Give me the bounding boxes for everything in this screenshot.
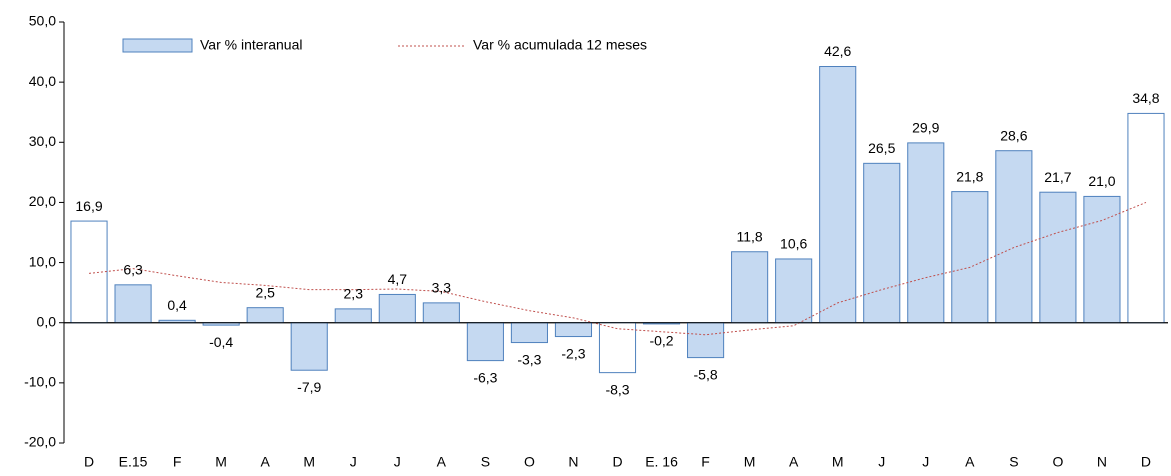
line	[88, 201, 1147, 336]
legend-swatch	[122, 38, 193, 53]
x-tick-label: N	[1097, 454, 1107, 470]
bar	[951, 191, 989, 324]
x-tick-label: M	[744, 454, 756, 470]
x-tick-label: S	[481, 454, 490, 470]
bar	[687, 322, 725, 359]
bar	[334, 308, 372, 324]
data-label: -7,9	[297, 379, 321, 395]
data-label: 0,4	[167, 297, 187, 313]
bar	[863, 162, 901, 324]
bar	[114, 284, 152, 324]
bar	[1083, 195, 1121, 324]
data-label: 21,7	[1044, 169, 1071, 185]
data-label: 2,5	[255, 284, 275, 300]
x-tick-label: D	[1141, 454, 1151, 470]
x-tick-label: D	[84, 454, 94, 470]
bar	[995, 150, 1033, 324]
data-label: -6,3	[473, 369, 497, 385]
data-label: -2,3	[561, 345, 585, 361]
data-label: 21,8	[956, 168, 983, 184]
legend-label: Var % interanual	[200, 37, 302, 53]
bar	[422, 302, 460, 324]
x-tick-label: E. 16	[645, 454, 678, 470]
data-label: -0,4	[209, 334, 233, 350]
x-tick-label: O	[1052, 454, 1063, 470]
y-tick-label: -10,0	[24, 374, 56, 390]
data-label: 6,3	[123, 262, 143, 278]
data-label: 3,3	[432, 280, 452, 296]
bar	[554, 322, 593, 338]
bar	[246, 307, 284, 324]
x-tick-label: A	[261, 454, 271, 470]
bar	[510, 322, 548, 344]
bar	[775, 258, 813, 324]
x-tick-label: J	[878, 454, 885, 470]
y-tick-label: 10,0	[29, 253, 56, 269]
x-tick-label: M	[215, 454, 227, 470]
x-tick-label: A	[965, 454, 975, 470]
x-tick-label: J	[394, 454, 401, 470]
y-tick-label: 20,0	[29, 193, 56, 209]
y-tick-label: 40,0	[29, 73, 56, 89]
bar	[466, 322, 504, 362]
data-label: 4,7	[388, 271, 408, 287]
bar	[378, 293, 416, 324]
y-tick-label: 30,0	[29, 133, 56, 149]
data-label: -8,3	[605, 381, 629, 397]
x-tick-label: J	[922, 454, 929, 470]
x-tick-label: F	[701, 454, 710, 470]
data-label: -0,2	[649, 333, 673, 349]
data-label: -5,8	[694, 366, 718, 382]
y-tick-label: 50,0	[29, 13, 56, 29]
y-tick-label: 0,0	[37, 313, 57, 329]
data-label: 42,6	[824, 43, 851, 59]
x-tick-label: N	[568, 454, 578, 470]
data-label: 29,9	[912, 120, 939, 136]
data-label: 28,6	[1000, 127, 1027, 143]
bar	[1127, 112, 1165, 324]
data-label: 11,8	[737, 228, 763, 244]
data-label: -3,3	[517, 351, 541, 367]
x-tick-label: S	[1009, 454, 1018, 470]
bar	[1039, 191, 1077, 324]
x-tick-label: M	[303, 454, 315, 470]
x-tick-label: M	[832, 454, 844, 470]
data-label: 26,5	[868, 140, 895, 156]
data-label: 2,3	[344, 286, 364, 302]
data-label: 34,8	[1132, 90, 1159, 106]
bar	[907, 142, 945, 324]
bar	[819, 66, 857, 324]
x-tick-label: A	[437, 454, 447, 470]
data-label: 10,6	[780, 236, 807, 252]
bar	[731, 251, 769, 324]
data-label: 16,9	[75, 198, 102, 214]
x-tick-label: O	[524, 454, 535, 470]
bar	[290, 322, 328, 371]
y-tick-label: -20,0	[24, 434, 56, 450]
x-tick-label: D	[612, 454, 622, 470]
x-tick-label: E.15	[119, 454, 148, 470]
x-tick-label: A	[789, 454, 799, 470]
legend-label: Var % acumulada 12 meses	[473, 37, 647, 53]
x-tick-label: J	[350, 454, 357, 470]
data-label: 21,0	[1088, 173, 1115, 189]
x-tick-label: F	[173, 454, 182, 470]
bar	[598, 322, 637, 374]
